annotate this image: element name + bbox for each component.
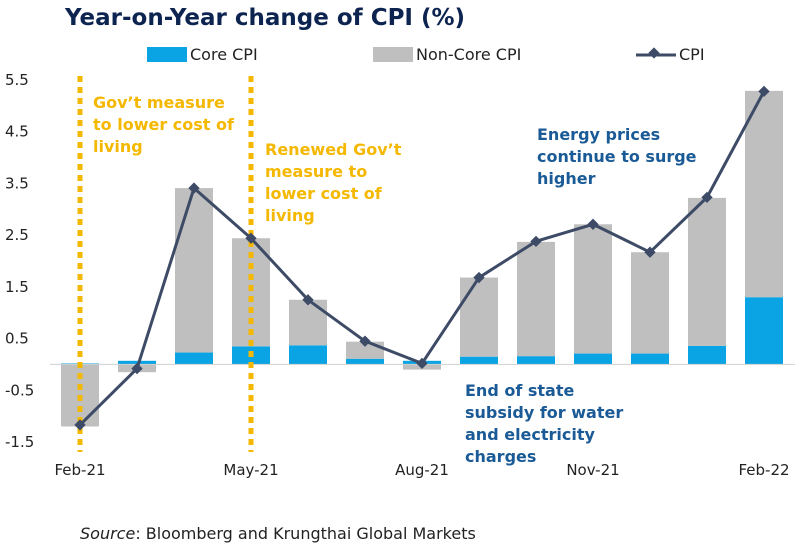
annotation-line: Gov’t measure xyxy=(93,93,225,112)
annotation-2: Renewed Gov’t measure to lower cost of livi… xyxy=(265,140,402,225)
annotations: Gov’t measure to lower cost of living Renew… xyxy=(93,93,697,466)
annotation-line: End of state xyxy=(465,381,574,400)
bar-non-core-cpi-nov-21 xyxy=(574,224,612,354)
legend: Core CPI Non-Core CPI CPI xyxy=(147,45,705,64)
y-tick-label: 1.5 xyxy=(5,278,29,296)
y-tick-label: 3.5 xyxy=(5,174,29,192)
legend-label-core-cpi: Core CPI xyxy=(190,45,258,64)
y-tick-label: 4.5 xyxy=(5,123,29,141)
bar-core-cpi-oct-21 xyxy=(517,356,555,365)
cpi-point-apr-21 xyxy=(188,182,200,194)
bar-core-cpi-sep-21 xyxy=(460,356,498,365)
annotation-line: lower cost of xyxy=(265,184,383,203)
annotation-line: subsidy for water xyxy=(465,403,623,422)
x-tick-label: Aug-21 xyxy=(395,461,449,479)
bars xyxy=(61,90,783,427)
annotation-line: living xyxy=(265,206,315,225)
policy-markers xyxy=(77,76,254,452)
legend-swatch-core-cpi xyxy=(147,47,187,62)
cpi-point-jan-22 xyxy=(701,191,713,204)
x-tick-label: Feb-22 xyxy=(738,461,789,479)
annotation-line: continue to surge xyxy=(537,147,697,166)
annotation-3: Energy prices continue to surge higher xyxy=(537,125,697,188)
source-label: Source xyxy=(80,524,135,543)
annotation-line: Renewed Gov’t xyxy=(265,140,402,159)
annotation-line: and electricity xyxy=(465,425,596,444)
cpi-point-oct-21 xyxy=(530,235,542,248)
bar-non-core-cpi-sep-21 xyxy=(460,277,498,357)
x-tick-label: Feb-21 xyxy=(54,461,105,479)
annotation-line: living xyxy=(93,137,143,156)
cpi-point-sep-21 xyxy=(473,271,485,284)
bar-non-core-cpi-oct-21 xyxy=(517,241,555,357)
cpi-point-may-21 xyxy=(245,232,257,244)
bar-non-core-cpi-feb-22 xyxy=(745,90,783,298)
y-tick-label: 0.5 xyxy=(5,330,29,348)
y-tick-label: -0.5 xyxy=(5,381,34,399)
bar-non-core-cpi-dec-21 xyxy=(631,252,669,354)
cpi-point-aug-21 xyxy=(416,357,428,370)
annotation-4: End of state subsidy for water and electri… xyxy=(465,381,623,466)
chart-title: Year-on-Year change of CPI (%) xyxy=(64,5,465,31)
cpi-point-jul-21 xyxy=(359,335,371,347)
legend-label-non-core-cpi: Non-Core CPI xyxy=(416,45,521,64)
bar-non-core-cpi-jun-21 xyxy=(289,299,327,346)
y-tick-label: -1.5 xyxy=(5,433,34,451)
annotation-line: charges xyxy=(465,447,536,466)
y-tick-label: 2.5 xyxy=(5,226,29,244)
x-tick-label: Nov-21 xyxy=(566,461,619,479)
annotation-1: Gov’t measure to lower cost of living xyxy=(93,93,235,156)
bar-non-core-cpi-apr-21 xyxy=(175,188,213,353)
annotation-line: measure to xyxy=(265,162,367,181)
bar-core-cpi-jul-21 xyxy=(346,358,384,365)
cpi-point-nov-21 xyxy=(587,218,599,230)
bar-core-cpi-mar-21 xyxy=(118,360,156,365)
legend-marker-cpi xyxy=(648,47,660,59)
legend-swatch-non-core-cpi xyxy=(373,47,413,62)
x-axis-ticks: Feb-21 May-21 Aug-21 Nov-21 Feb-22 xyxy=(54,461,789,479)
bar-core-cpi-jun-21 xyxy=(289,345,327,365)
y-tick-label: 5.5 xyxy=(5,71,29,89)
bar-core-cpi-jan-22 xyxy=(688,345,726,365)
cpi-point-mar-21 xyxy=(131,362,143,375)
bar-core-cpi-nov-21 xyxy=(574,353,612,365)
bar-core-cpi-dec-21 xyxy=(631,353,669,365)
bar-non-core-cpi-jan-22 xyxy=(688,197,726,346)
source-note: Source: Bloomberg and Krungthai Global M… xyxy=(80,524,476,543)
cpi-line xyxy=(74,85,770,431)
y-axis-ticks: -1.5 -0.5 0.5 1.5 2.5 3.5 4.5 5.5 xyxy=(5,71,34,451)
annotation-line: Energy prices xyxy=(537,125,660,144)
annotation-line: to lower cost of xyxy=(93,115,235,134)
source-text: : Bloomberg and Krungthai Global Markets xyxy=(135,524,476,543)
legend-label-cpi: CPI xyxy=(679,45,705,64)
annotation-line: higher xyxy=(537,169,596,188)
bar-core-cpi-apr-21 xyxy=(175,352,213,365)
x-tick-label: May-21 xyxy=(223,461,278,479)
cpi-point-jun-21 xyxy=(302,294,314,306)
bar-core-cpi-feb-22 xyxy=(745,297,783,365)
